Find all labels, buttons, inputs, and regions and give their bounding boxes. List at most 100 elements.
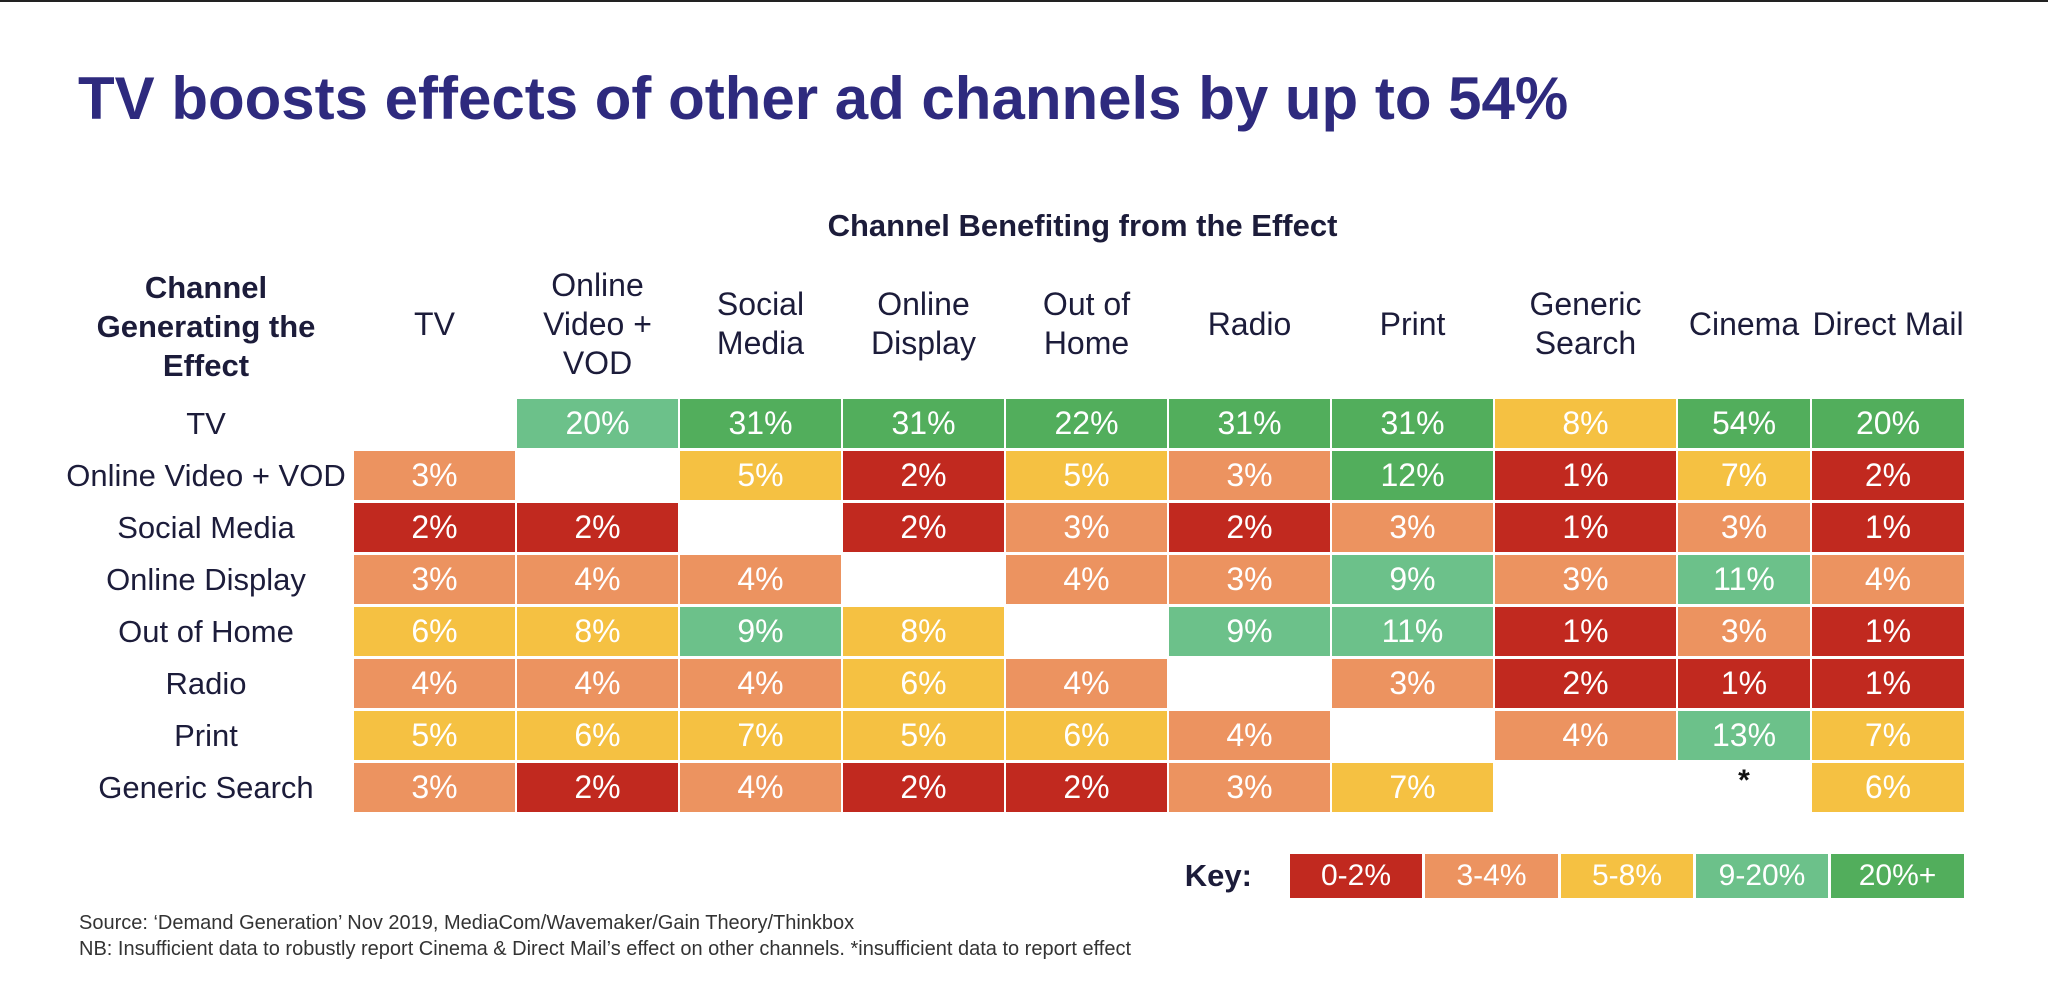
cell-online-video-vod-radio: 3% [1168, 450, 1331, 501]
cell-social-media-online-video-vod: 2% [516, 502, 679, 553]
cell-online-video-vod-print: 12% [1331, 450, 1494, 501]
cell-radio-online-video-vod: 4% [516, 658, 679, 709]
column-header-radio: Radio [1207, 305, 1292, 342]
cell-social-media-tv: 2% [353, 502, 516, 553]
cell-radio-out-of-home: 4% [1005, 658, 1168, 709]
cell-tv-generic-search: 8% [1494, 398, 1677, 449]
row-header-social-media: Social Media [117, 509, 295, 545]
column-header-direct-mail: Direct Mail [1812, 305, 1964, 342]
row-header-tv: TV [186, 405, 226, 441]
cell-online-display-out-of-home: 4% [1005, 554, 1168, 605]
cell-generic-search-online-display: 2% [842, 762, 1005, 813]
cell-print-tv: 5% [353, 710, 516, 761]
column-header-online-video-vod: Online Video + VOD [543, 266, 652, 381]
row-header-radio: Radio [165, 665, 247, 701]
cell-generic-search-out-of-home: 2% [1005, 762, 1168, 813]
column-header-online-display: Online Display [871, 286, 976, 361]
cell-tv-out-of-home: 22% [1005, 398, 1168, 449]
cell-social-media-radio: 2% [1168, 502, 1331, 553]
cell-out-of-home-print: 11% [1331, 606, 1494, 657]
row-header-title: Channel Generating the Effect [96, 270, 316, 383]
cell-radio-direct-mail: 1% [1811, 658, 1965, 709]
cell-generic-search-cinema: * [1738, 764, 1750, 797]
cell-out-of-home-online-video-vod: 8% [516, 606, 679, 657]
key-item-3-4: 3-4% [1424, 853, 1559, 899]
cell-tv-online-video-vod: 20% [516, 398, 679, 449]
row-header-print: Print [174, 717, 238, 753]
row-header-generic-search: Generic Search [98, 769, 314, 805]
cell-print-out-of-home: 6% [1005, 710, 1168, 761]
cell-social-media-out-of-home: 3% [1005, 502, 1168, 553]
cell-radio-tv: 4% [353, 658, 516, 709]
cell-social-media-print: 3% [1331, 502, 1494, 553]
source-note: Source: ‘Demand Generation’ Nov 2019, Me… [79, 912, 855, 934]
key-label: Key: [1184, 858, 1252, 893]
cell-online-display-direct-mail: 4% [1811, 554, 1965, 605]
cell-print-radio: 4% [1168, 710, 1331, 761]
cell-generic-search-print: 7% [1331, 762, 1494, 813]
cell-out-of-home-social-media: 9% [679, 606, 842, 657]
cell-radio-print: 3% [1331, 658, 1494, 709]
cell-online-display-cinema: 11% [1677, 554, 1811, 605]
slide-title: TV boosts effects of other ad channels b… [78, 65, 1569, 132]
cell-print-social-media: 7% [679, 710, 842, 761]
column-header-out-of-home: Out of Home [1042, 286, 1131, 361]
key-item-0-2: 0-2% [1289, 853, 1423, 899]
column-header-generic-search: Generic Search [1529, 286, 1642, 361]
column-header-tv: TV [414, 305, 455, 342]
cell-online-display-radio: 3% [1168, 554, 1331, 605]
cell-generic-search-tv: 3% [353, 762, 516, 813]
cell-tv-online-display: 31% [842, 398, 1005, 449]
cell-social-media-direct-mail: 1% [1811, 502, 1965, 553]
column-header-title: Channel Benefiting from the Effect [827, 208, 1338, 243]
row-header-online-display: Online Display [106, 561, 306, 597]
cell-online-video-vod-social-media: 5% [679, 450, 842, 501]
key-item-20: 20%+ [1830, 853, 1965, 899]
cell-generic-search-social-media: 4% [679, 762, 842, 813]
cell-online-video-vod-generic-search: 1% [1494, 450, 1677, 501]
column-header-print: Print [1379, 305, 1446, 342]
cell-tv-radio: 31% [1168, 398, 1331, 449]
top-border-line [0, 0, 2048, 2]
cell-radio-social-media: 4% [679, 658, 842, 709]
cell-out-of-home-direct-mail: 1% [1811, 606, 1965, 657]
cell-online-video-vod-out-of-home: 5% [1005, 450, 1168, 501]
cell-out-of-home-cinema: 3% [1677, 606, 1811, 657]
cell-online-video-vod-online-display: 2% [842, 450, 1005, 501]
cell-social-media-generic-search: 1% [1494, 502, 1677, 553]
cell-radio-online-display: 6% [842, 658, 1005, 709]
key-item-9-20: 9-20% [1695, 853, 1829, 899]
cell-print-online-video-vod: 6% [516, 710, 679, 761]
cell-online-video-vod-direct-mail: 2% [1811, 450, 1965, 501]
cell-social-media-online-display: 2% [842, 502, 1005, 553]
cell-print-direct-mail: 7% [1811, 710, 1965, 761]
cell-generic-search-direct-mail: 6% [1811, 762, 1965, 813]
cell-online-video-vod-tv: 3% [353, 450, 516, 501]
cell-tv-direct-mail: 20% [1811, 398, 1965, 449]
cell-generic-search-radio: 3% [1168, 762, 1331, 813]
cell-print-online-display: 5% [842, 710, 1005, 761]
cell-print-generic-search: 4% [1494, 710, 1677, 761]
cell-generic-search-online-video-vod: 2% [516, 762, 679, 813]
cell-online-display-tv: 3% [353, 554, 516, 605]
column-header-social-media: Social Media [716, 286, 805, 361]
cell-print-cinema: 13% [1677, 710, 1811, 761]
cell-out-of-home-generic-search: 1% [1494, 606, 1677, 657]
cell-online-display-social-media: 4% [679, 554, 842, 605]
cell-out-of-home-online-display: 8% [842, 606, 1005, 657]
cell-tv-social-media: 31% [679, 398, 842, 449]
nb-note: NB: Insufficient data to robustly report… [79, 938, 1132, 960]
cell-radio-generic-search: 2% [1494, 658, 1677, 709]
cell-online-display-generic-search: 3% [1494, 554, 1677, 605]
cell-online-display-print: 9% [1331, 554, 1494, 605]
cell-radio-cinema: 1% [1677, 658, 1811, 709]
cell-tv-print: 31% [1331, 398, 1494, 449]
cell-tv-cinema: 54% [1677, 398, 1811, 449]
cell-out-of-home-tv: 6% [353, 606, 516, 657]
cell-out-of-home-radio: 9% [1168, 606, 1331, 657]
row-header-online-video-vod: Online Video + VOD [66, 457, 346, 493]
row-header-out-of-home: Out of Home [118, 613, 294, 649]
cell-online-display-online-video-vod: 4% [516, 554, 679, 605]
cell-social-media-cinema: 3% [1677, 502, 1811, 553]
column-header-cinema: Cinema [1688, 305, 1800, 342]
